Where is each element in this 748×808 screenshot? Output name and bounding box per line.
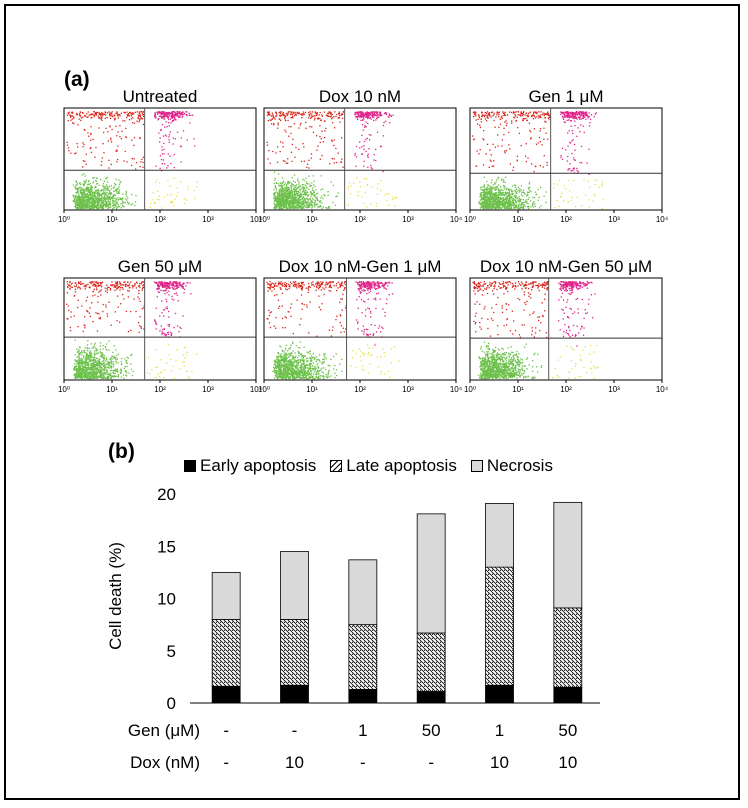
- chart-legend: Early apoptosis Late apoptosis Necrosis: [184, 456, 567, 476]
- flow-panel-title: Gen 50 μM: [118, 257, 202, 276]
- y-axis-label: Cell death (%): [106, 542, 125, 650]
- flow-x-tick-label: 10¹: [306, 215, 318, 224]
- flow-x-tick-label: 10⁰: [58, 385, 70, 394]
- flow-events: [66, 111, 198, 210]
- flow-plot-area: [469, 277, 663, 381]
- flow-x-tick-label: 10²: [154, 385, 166, 394]
- flow-x-tick-label: 10⁰: [464, 385, 476, 394]
- flow-x-tick-label: 10¹: [106, 215, 118, 224]
- flow-events: [66, 281, 198, 380]
- flow-panel-title: Dox 10 nM-Gen 1 μM: [279, 257, 442, 276]
- flow-x-tick-label: 10¹: [106, 385, 118, 394]
- flow-events: [266, 111, 398, 210]
- flow-x-tick-label: 10³: [202, 385, 214, 394]
- flow-x-tick-label: 10³: [402, 215, 414, 224]
- legend-item-early: Early apoptosis: [184, 456, 316, 476]
- flow-plot-area: [263, 107, 457, 211]
- flow-x-tick-label: 10¹: [512, 385, 524, 394]
- flow-x-tick-label: 10⁴: [450, 215, 463, 224]
- flow-x-tick-label: 10²: [560, 215, 572, 224]
- flow-x-tick-label: 10²: [354, 215, 366, 224]
- flow-panel-title: Gen 1 μM: [529, 87, 604, 106]
- flow-plot-area: [63, 277, 257, 381]
- flow-panel-title: Dox 10 nM-Gen 50 μM: [480, 257, 652, 276]
- legend-item-late: Late apoptosis: [330, 456, 457, 476]
- panel-b-label: (b): [108, 440, 135, 463]
- legend-label-necrosis: Necrosis: [486, 456, 553, 475]
- flow-x-tick-label: 10⁴: [250, 215, 263, 224]
- flow-x-tick-label: 10⁴: [450, 385, 463, 394]
- flow-x-tick-label: 10¹: [512, 215, 524, 224]
- flow-x-tick-label: 10⁰: [464, 215, 476, 224]
- flow-x-tick-label: 10³: [202, 215, 214, 224]
- flow-panel-6: Dox 10 nM-Gen 50 μM 10⁰ 10¹ 10² 10³ 10⁴: [464, 257, 669, 394]
- legend-label-early: Early apoptosis: [200, 456, 317, 475]
- flow-x-tick-label: 10²: [560, 385, 572, 394]
- flow-panel-title: Dox 10 nM: [319, 87, 401, 106]
- legend-swatch-late: [330, 460, 343, 472]
- flow-x-tick-label: 10³: [402, 385, 414, 394]
- flow-x-tick-label: 10³: [608, 215, 620, 224]
- flow-cytometry-panels: Untreated 10⁰ 10¹ 10² 10³ 10⁴ Dox 10 nM 10⁰ 10¹ 1…: [58, 87, 669, 394]
- flow-x-tick-label: 10⁰: [58, 215, 70, 224]
- flow-x-tick-label: 10⁴: [656, 385, 669, 394]
- flow-panel-5: Dox 10 nM-Gen 1 μM 10⁰ 10¹ 10² 10³ 10⁴: [258, 257, 463, 394]
- flow-x-tick-label: 10⁴: [656, 215, 669, 224]
- panel-a-label: (a): [64, 68, 90, 91]
- flow-x-tick-label: 10⁰: [258, 385, 270, 394]
- flow-panel-2: Dox 10 nM 10⁰ 10¹ 10² 10³ 10⁴: [258, 87, 463, 224]
- legend-item-necrosis: Necrosis: [470, 456, 553, 476]
- legend-swatch-early: [184, 460, 196, 472]
- flow-x-tick-label: 10³: [608, 385, 620, 394]
- flow-x-tick-label: 10²: [354, 385, 366, 394]
- legend-label-late: Late apoptosis: [346, 456, 457, 475]
- flow-x-tick-label: 10²: [154, 215, 166, 224]
- flow-x-tick-label: 10⁰: [258, 215, 270, 224]
- legend-swatch-necrosis: [470, 460, 483, 472]
- flow-events: [266, 281, 400, 380]
- flow-panel-1: Untreated 10⁰ 10¹ 10² 10³ 10⁴: [58, 87, 263, 224]
- figure-frame: [4, 4, 740, 800]
- flow-x-tick-label: 10¹: [306, 385, 318, 394]
- flow-panel-4: Gen 50 μM 10⁰ 10¹ 10² 10³ 10⁴: [58, 257, 263, 394]
- flow-x-tick-label: 10⁴: [250, 385, 263, 394]
- flow-panel-title: Untreated: [123, 87, 198, 106]
- flow-panel-3: Gen 1 μM 10⁰ 10¹ 10² 10³ 10⁴: [464, 87, 669, 224]
- flow-events: [472, 281, 599, 380]
- flow-plot-area: [263, 277, 457, 381]
- flow-events: [472, 111, 604, 210]
